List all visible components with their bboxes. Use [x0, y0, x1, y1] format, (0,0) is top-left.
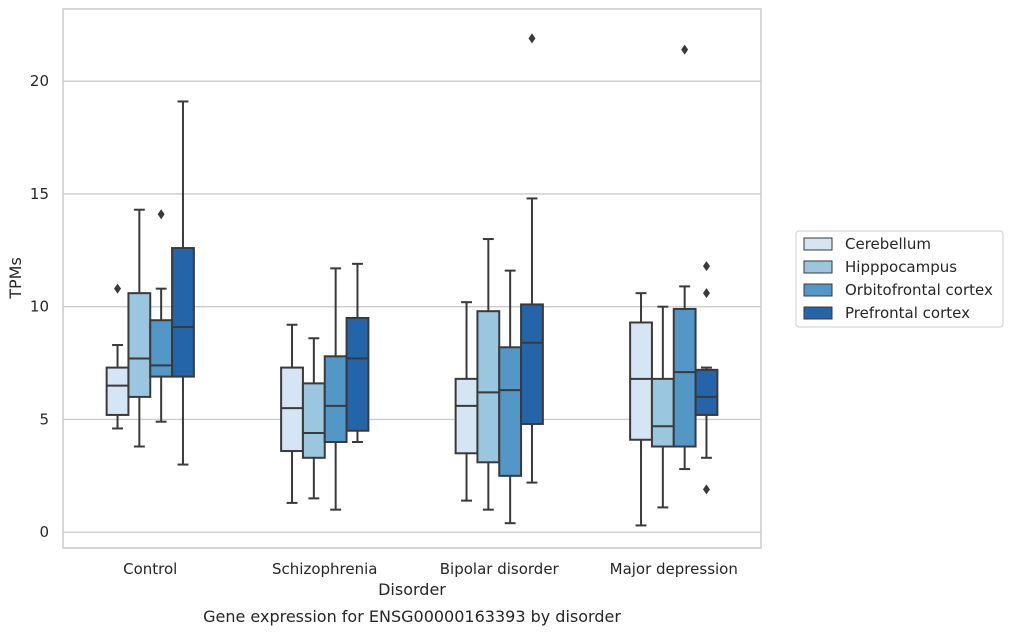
- y-axis-label: TPMs: [6, 257, 25, 300]
- box: [476, 238, 501, 511]
- legend-swatch: [803, 283, 833, 297]
- y-tick-label: 15: [30, 185, 49, 203]
- legend-swatch: [803, 260, 833, 274]
- box-body: [149, 319, 174, 378]
- box-body: [127, 292, 152, 398]
- box: [280, 323, 304, 504]
- y-tick-label: 10: [30, 298, 49, 316]
- legend: Cerebellum Hipppocampus Orbitofrontal cort…: [795, 230, 1004, 328]
- legend-label: Orbitofrontal cortex: [845, 281, 993, 299]
- outlier-point: [114, 283, 122, 294]
- outlier-point: [702, 288, 710, 299]
- x-tick-label: Schizophrenia: [272, 560, 377, 578]
- box: [323, 267, 348, 511]
- box: [454, 301, 479, 502]
- outlier-point: [157, 209, 165, 220]
- box-body: [629, 321, 653, 441]
- y-tick-labels: 0 5 10 15 20: [30, 72, 49, 541]
- box: [520, 33, 544, 484]
- box-body: [694, 368, 719, 416]
- chart-caption: Gene expression for ENSG00000163393 by d…: [203, 607, 621, 626]
- x-tick-label: Bipolar disorder: [440, 560, 560, 578]
- box: [672, 44, 697, 471]
- box-groups: [105, 33, 719, 527]
- box: [345, 262, 370, 444]
- y-tick-label: 0: [39, 523, 49, 541]
- box: [127, 208, 152, 448]
- outlier-point: [702, 484, 710, 495]
- box: [650, 305, 675, 509]
- box-body: [672, 307, 697, 448]
- x-axis-label: Disorder: [378, 580, 446, 599]
- x-tick-label: Control: [123, 560, 177, 578]
- x-tick-labels: Control Schizophrenia Bipolar disorder Majo…: [123, 560, 738, 578]
- box-body: [650, 377, 675, 448]
- legend-swatch: [803, 237, 833, 251]
- box: [301, 337, 326, 500]
- box: [171, 100, 195, 466]
- box-body: [301, 382, 326, 459]
- x-tick-label: Major depression: [610, 560, 738, 578]
- legend-swatch: [803, 306, 833, 320]
- box-body: [323, 355, 348, 444]
- box-body: [171, 247, 195, 378]
- box-body: [345, 316, 370, 432]
- legend-label: Prefrontal cortex: [845, 304, 970, 322]
- box: [498, 269, 523, 525]
- outlier-point: [681, 44, 689, 55]
- y-tick-label: 5: [39, 410, 49, 428]
- plot-frame: [62, 8, 762, 549]
- box-body: [105, 366, 130, 416]
- box-body: [520, 303, 544, 425]
- box: [105, 283, 130, 430]
- box: [149, 209, 174, 423]
- box: [694, 261, 719, 495]
- outlier-point: [528, 33, 536, 44]
- legend-frame: [795, 230, 1004, 328]
- legend-label: Cerebellum: [845, 235, 931, 253]
- box-body: [498, 346, 523, 477]
- box-body: [454, 377, 479, 455]
- y-tick-label: 20: [30, 72, 49, 90]
- grid-lines: [63, 80, 761, 533]
- box: [629, 292, 653, 527]
- legend-label: Hipppocampus: [845, 258, 957, 276]
- box-body: [476, 310, 501, 464]
- outlier-point: [702, 261, 710, 272]
- box-body: [280, 366, 304, 453]
